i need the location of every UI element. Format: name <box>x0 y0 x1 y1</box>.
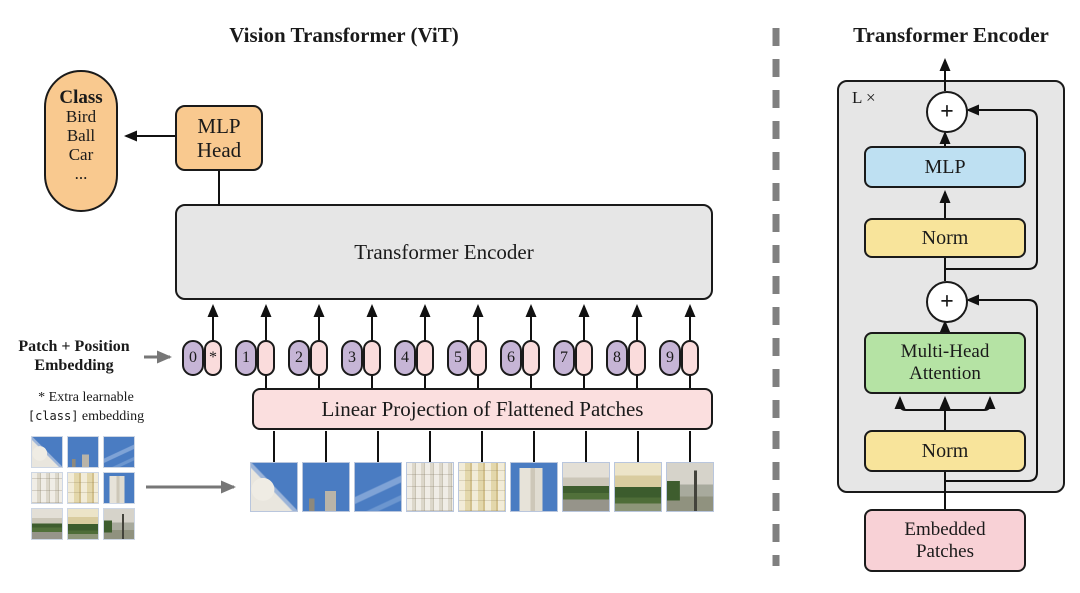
embedded-patches-box: Embedded Patches <box>864 509 1026 572</box>
patch-embedding-pill <box>310 340 328 376</box>
image-patch-cell <box>31 436 63 468</box>
class-pill-header: Class <box>59 87 103 108</box>
source-image-patch-grid <box>31 436 135 540</box>
token-pair-7: 7 <box>553 340 593 376</box>
image-patch-cell <box>103 436 135 468</box>
class-item: Ball <box>66 126 96 145</box>
class-output-pill: Class Bird Ball Car ... <box>44 70 118 212</box>
flattened-patch-6 <box>510 462 558 512</box>
linear-projection-box: Linear Projection of Flattened Patches <box>252 388 713 430</box>
image-patch-cell <box>103 472 135 504</box>
mha-line2: Attention <box>909 363 981 384</box>
mlp-head-line2: Head <box>196 138 242 162</box>
image-patch-cell <box>103 508 135 540</box>
patch-position-embedding-label: Patch + Position Embedding <box>6 334 142 378</box>
token-pair-3: 3 <box>341 340 381 376</box>
token-pair-1: 1 <box>235 340 275 376</box>
footnote-rest: embedding <box>78 408 145 424</box>
residual-add-circle-bottom: + <box>926 281 968 323</box>
gray-annotation-arrows <box>144 350 236 494</box>
position-token-pill: 2 <box>288 340 310 376</box>
image-patch-cell <box>31 508 63 540</box>
multi-head-attention-box: Multi-Head Attention <box>864 332 1026 394</box>
flattened-patch-5 <box>458 462 506 512</box>
class-item: Bird <box>65 107 97 126</box>
flattened-patch-2 <box>302 462 350 512</box>
patch-embedding-pill <box>416 340 434 376</box>
token-pair-8: 8 <box>606 340 646 376</box>
layers-count-label: L × <box>852 88 876 107</box>
position-token-pill: 0 <box>182 340 204 376</box>
position-token-pill: 4 <box>394 340 416 376</box>
flattened-patch-7 <box>562 462 610 512</box>
image-patch-cell <box>67 508 99 540</box>
embedding-label-line1: Patch + Position <box>18 338 130 355</box>
right-panel-lines <box>894 58 1038 509</box>
position-token-pill: 8 <box>606 340 628 376</box>
image-patch-cell <box>67 436 99 468</box>
patch-embedding-pill <box>522 340 540 376</box>
footnote-class-token: [class] <box>27 408 79 423</box>
flattened-patch-8 <box>614 462 662 512</box>
flattened-patch-4 <box>406 462 454 512</box>
embedded-patches-line2: Patches <box>915 540 975 562</box>
mlp-head-box: MLP Head <box>175 105 263 171</box>
flattened-patch-1 <box>250 462 298 512</box>
token-pair-4: 4 <box>394 340 434 376</box>
mlp-box: MLP <box>864 146 1026 188</box>
residual-skip-lower <box>945 294 1038 482</box>
position-token-pill: 5 <box>447 340 469 376</box>
transformer-encoder-box <box>175 204 713 300</box>
flattened-patch-3 <box>354 462 402 512</box>
position-token-pill: 1 <box>235 340 257 376</box>
mlp-head-line1: MLP <box>197 114 241 138</box>
token-pair-2: 2 <box>288 340 328 376</box>
patch-embedding-pill <box>363 340 381 376</box>
encoder-detail-title: Transformer Encoder <box>853 22 1049 47</box>
norm-box-bottom: Norm <box>864 430 1026 472</box>
token-pair-0: 0 * <box>182 340 222 376</box>
patch-embedding-pill <box>628 340 646 376</box>
flattened-patch-9 <box>666 462 714 512</box>
linear-projection-label: Linear Projection of Flattened Patches <box>321 396 644 421</box>
token-pair-9: 9 <box>659 340 699 376</box>
transformer-encoder-label: Transformer Encoder <box>354 239 534 264</box>
patch-embedding-pill <box>469 340 487 376</box>
residual-add-circle-top: + <box>926 91 968 133</box>
patch-embedding-pill <box>257 340 275 376</box>
footnote-line1: * Extra learnable <box>38 389 134 405</box>
token-pair-5: 5 <box>447 340 487 376</box>
patch-embedding-pill <box>681 340 699 376</box>
position-token-pill: 9 <box>659 340 681 376</box>
image-patch-cell <box>67 472 99 504</box>
token-pair-6: 6 <box>500 340 540 376</box>
patch-embedding-pill: * <box>204 340 222 376</box>
class-item: ... <box>74 164 88 183</box>
position-token-pill: 7 <box>553 340 575 376</box>
extra-learnable-footnote: * Extra learnable [class] embedding <box>10 386 162 428</box>
vit-title: Vision Transformer (ViT) <box>229 22 459 47</box>
embedding-label-line2: Embedding <box>34 357 114 374</box>
image-patch-cell <box>31 472 63 504</box>
patch-embedding-pill <box>575 340 593 376</box>
position-token-pill: 6 <box>500 340 522 376</box>
embedded-patches-line1: Embedded <box>904 518 986 540</box>
class-item: Car <box>68 145 94 164</box>
mha-line1: Multi-Head <box>900 341 990 362</box>
norm-box-top: Norm <box>864 218 1026 258</box>
position-token-pill: 3 <box>341 340 363 376</box>
residual-skip-upper <box>945 104 1038 270</box>
